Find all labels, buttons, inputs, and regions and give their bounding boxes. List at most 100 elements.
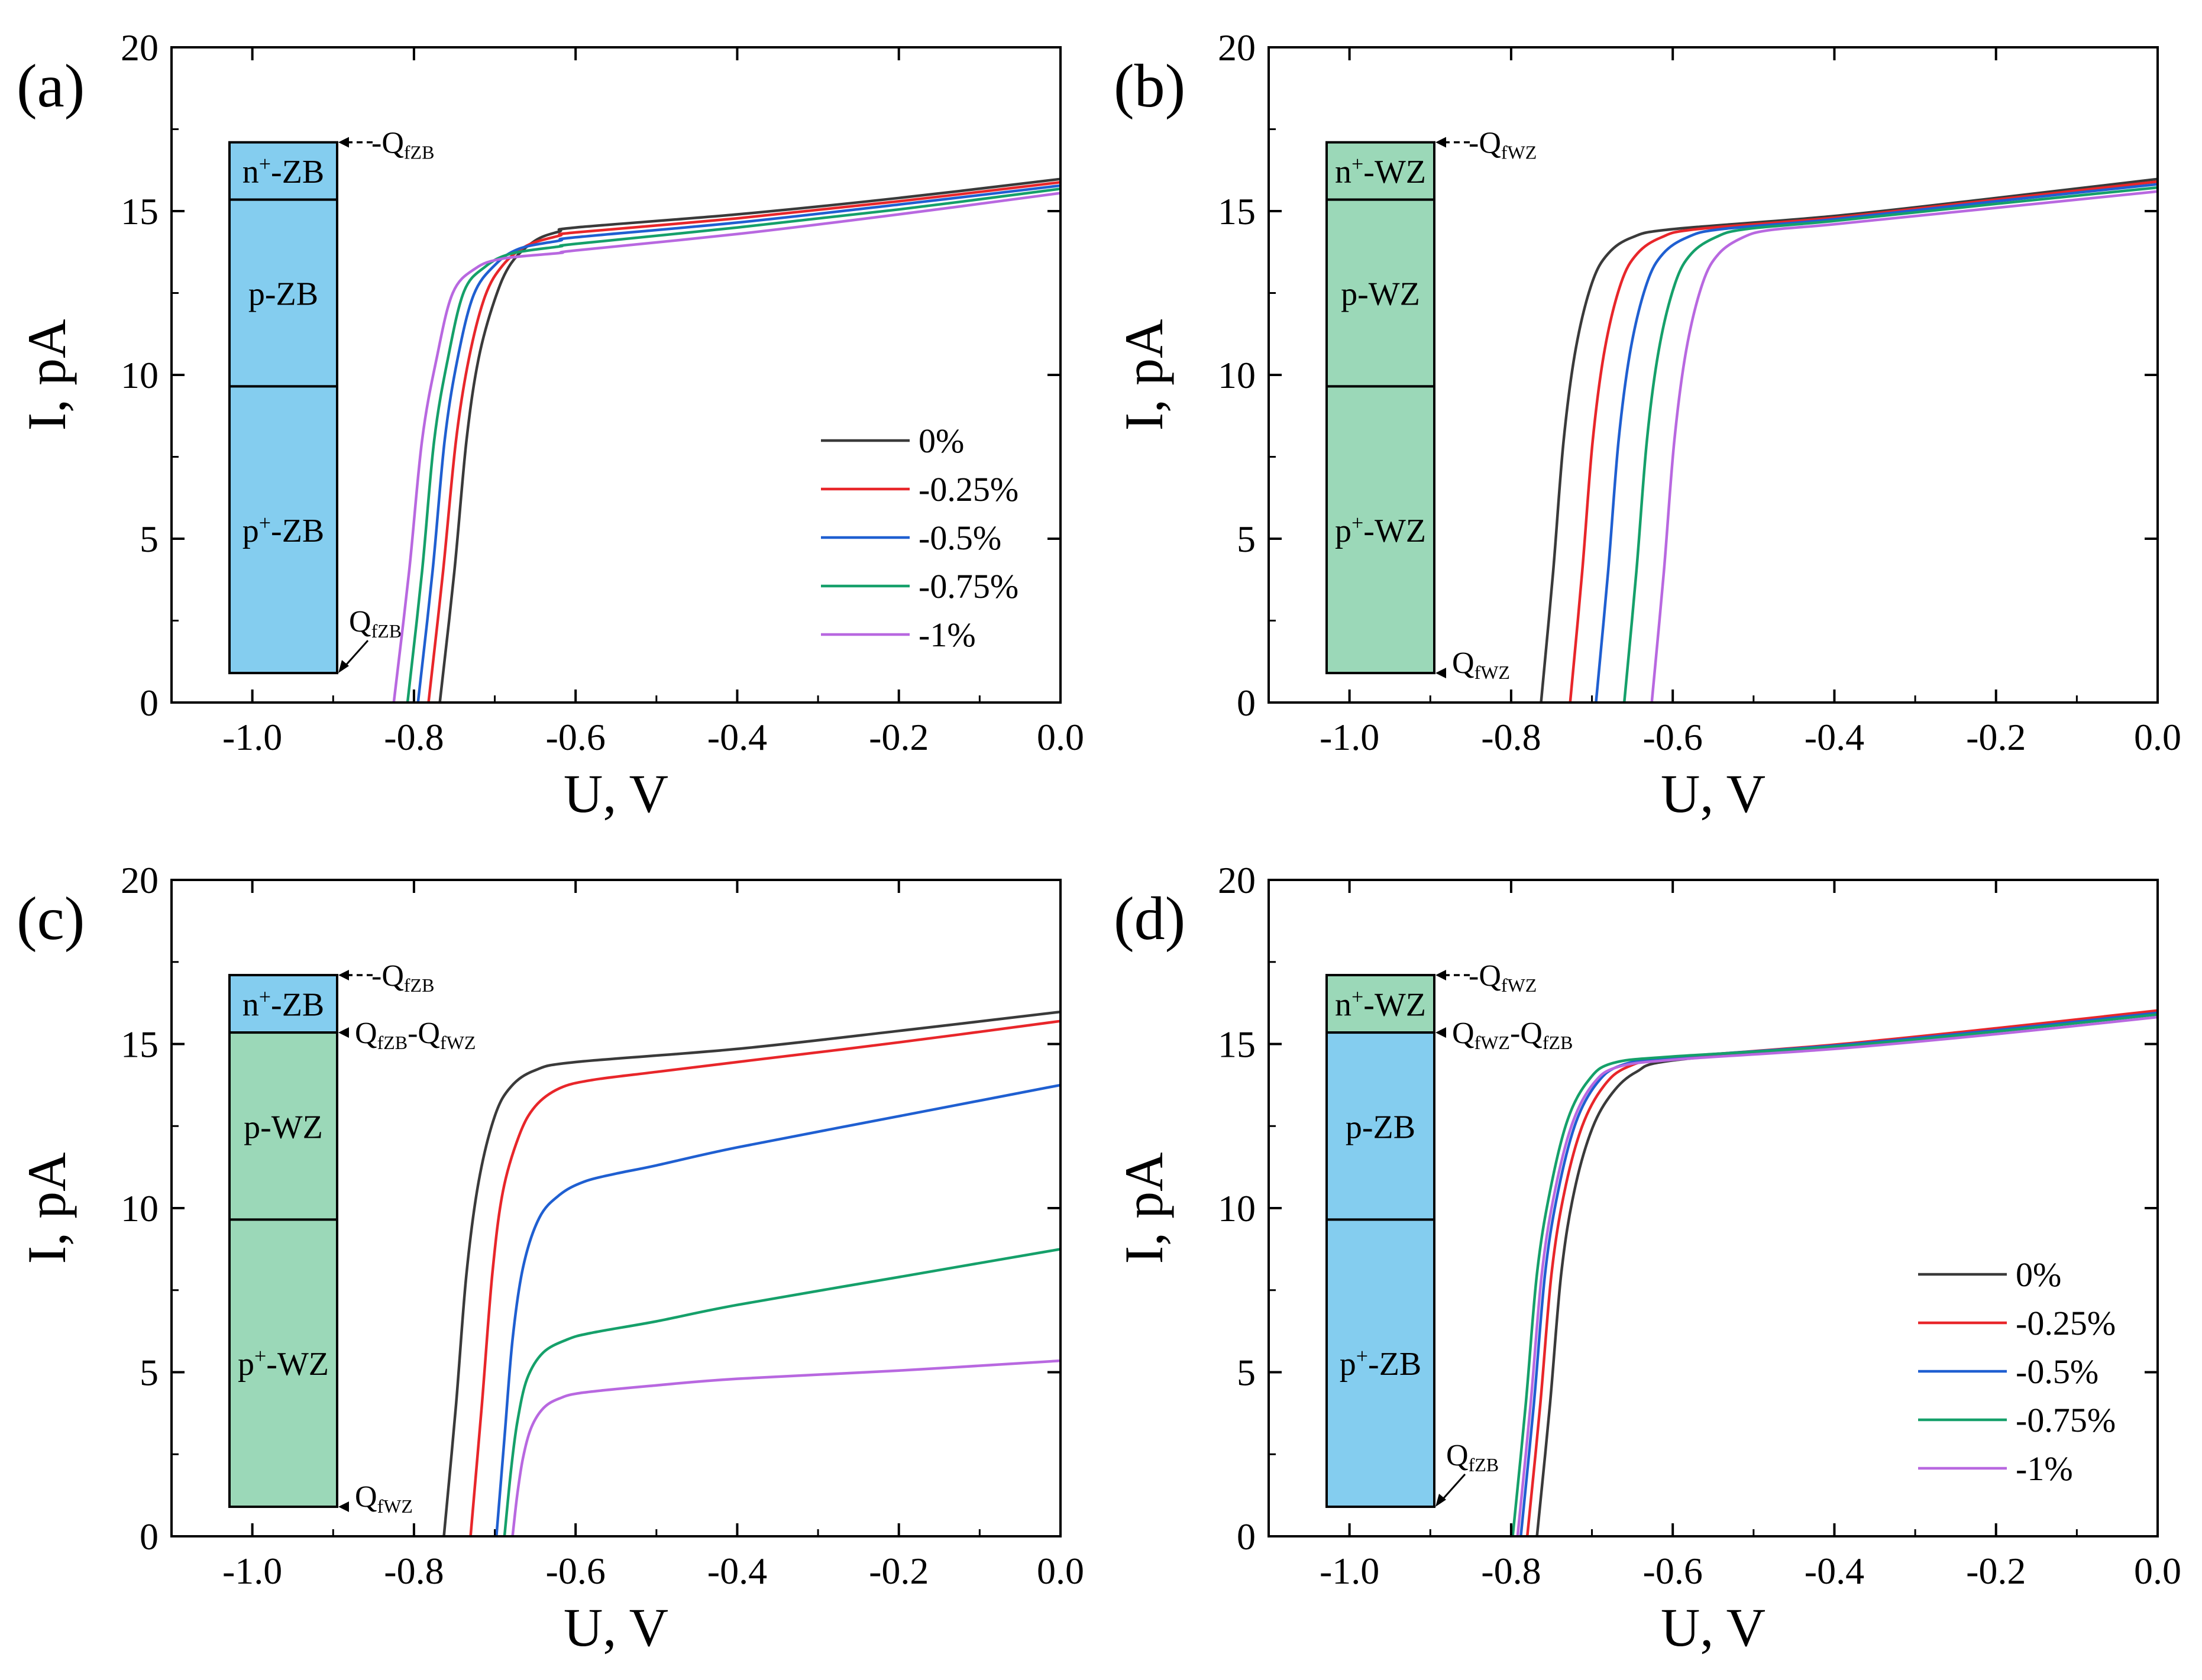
layer-label: p+-WZ [1335,511,1426,549]
x-tick-label: -0.8 [1481,716,1541,758]
charge-arrow-line [342,640,369,669]
y-axis-label: I, pA [17,319,77,430]
layer-label-base: n [242,987,259,1024]
layer-label: n+-ZB [242,152,325,190]
panel-d: (d)n+-WZp-ZBp+-ZB-QfWZQfWZ-QfZBQfZB-1.0-… [1114,859,2181,1658]
series-line-4 [392,192,1061,703]
layer-label-base: p-ZB [1346,1109,1415,1145]
layer-label-base: p [242,513,259,549]
legend-label: -0.5% [919,519,1001,557]
x-tick-label: -0.4 [1805,1550,1864,1592]
x-tick-label: -0.2 [869,716,929,758]
x-tick-label: 0.0 [2134,1550,2181,1592]
layer-label-rest: -WZ [266,1346,329,1383]
panel-label: (d) [1114,885,1185,953]
layer-zb [228,973,338,1034]
layer-label: p+-ZB [1340,1344,1422,1383]
charge-label-main: -Q [1510,1017,1543,1050]
x-tick-label: -0.8 [384,1550,444,1592]
arrow-head-icon [338,660,349,674]
series-line-2 [1595,183,2158,703]
charge-label: QfWZ [355,1480,413,1517]
x-tick-label: -0.4 [707,716,767,758]
y-tick-label: 10 [1218,354,1256,396]
layer-label-base: p [1335,513,1351,549]
legend-label: 0% [2016,1255,2061,1294]
layer-label: p-ZB [248,276,318,313]
layer-label-sup: + [254,1344,266,1368]
arrow-head-icon [1435,137,1446,148]
layer-label-sup: + [259,511,271,535]
series-line-1 [469,1019,1061,1537]
y-tick-label: 10 [1218,1187,1256,1229]
layer-zb [1325,1218,1435,1509]
y-tick-label: 0 [1237,682,1256,724]
charge-annotation: -QfZB [338,959,434,996]
layer-zb [228,385,338,675]
legend-label: -0.75% [2016,1401,2116,1439]
y-tick-label: 15 [121,1024,159,1066]
charge-label-sub: fZB [1543,1032,1573,1053]
charge-label-sub: fZB [404,975,435,996]
y-tick-label: 20 [121,27,159,69]
charge-arrow-line [1439,1474,1466,1503]
series-line-3 [1511,1013,2158,1537]
x-tick-label: -1.0 [222,1550,282,1592]
charge-label-main: -Q [1469,127,1501,160]
arrow-head-icon [338,1027,349,1038]
series-line-1 [1525,1009,2158,1537]
y-tick-label: 10 [121,1187,159,1229]
x-axis-label: U, V [1661,763,1766,824]
charge-label-sub: fZB [404,142,435,163]
series-line-4 [1650,190,2158,703]
charge-label-sub: fWZ [1501,975,1537,996]
series-line-1 [1569,180,2158,703]
layer-label: p-WZ [244,1109,323,1145]
layer-label-sup: + [259,985,271,1009]
layer-label-rest: -WZ [1363,513,1426,549]
y-tick-label: 15 [1218,1024,1256,1066]
layer-label-sup: + [1351,511,1363,535]
x-tick-label: -0.6 [546,1550,606,1592]
layer-wz [1325,198,1435,388]
panel-label: (b) [1114,52,1185,120]
legend-label: 0% [919,422,964,460]
series-line-3 [406,187,1061,703]
charge-label-sub: fWZ [1501,142,1537,163]
layer-label-rest: -ZB [271,513,324,549]
panel-label: (c) [17,885,85,953]
x-tick-label: -0.8 [384,716,444,758]
layer-label-rest: -WZ [1363,987,1426,1024]
legend-label: -0.5% [2016,1352,2098,1391]
x-tick-label: -0.6 [1643,716,1703,758]
charge-annotation: QfZB-QfWZ [338,1017,476,1053]
y-tick-label: 20 [121,859,159,901]
series-line-3 [503,1248,1061,1537]
charge-annotation: QfWZ [1435,646,1510,683]
y-tick-label: 20 [1218,859,1256,901]
charge-label-main: Q [355,1017,377,1050]
charge-label-sub: fWZ [377,1496,413,1517]
arrow-head-icon [1435,668,1446,679]
layer-label-base: n [1335,154,1351,190]
arrow-head-icon [338,137,349,148]
y-axis-label: I, pA [1114,319,1174,430]
series-line-4 [1516,1015,2158,1537]
charge-label: QfZB [349,605,402,642]
x-axis-label: U, V [564,763,668,824]
charge-label-main: Q [349,605,371,639]
x-tick-label: 0.0 [1037,716,1084,758]
x-tick-label: -1.0 [222,716,282,758]
series-line-4 [511,1359,1061,1537]
charge-label-main: -Q [1469,959,1501,993]
charge-annotation: -QfWZ [1435,959,1537,996]
x-tick-label: -0.2 [1966,1550,2026,1592]
y-axis-label: I, pA [1114,1152,1174,1264]
y-tick-label: 5 [1237,518,1256,560]
layer-wz [1325,141,1435,201]
y-tick-label: 15 [1218,190,1256,232]
layer-label: n+-ZB [242,985,325,1024]
layer-label-base: p [238,1346,254,1383]
